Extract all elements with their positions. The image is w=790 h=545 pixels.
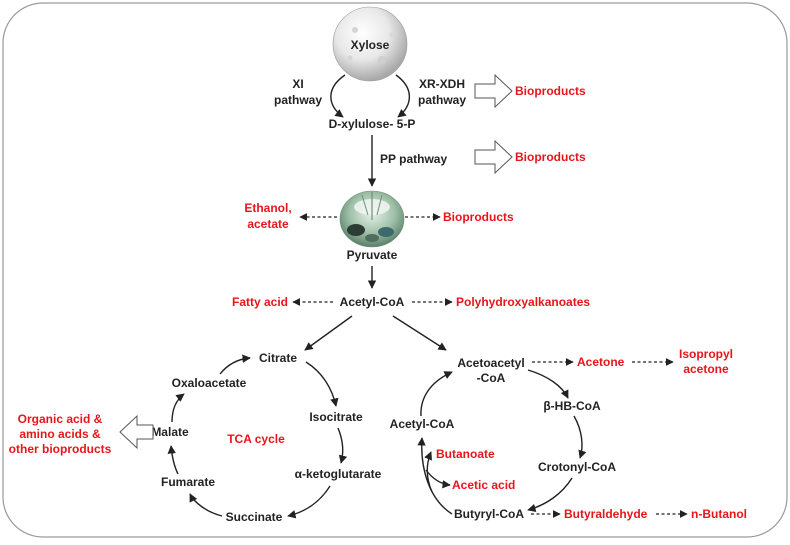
to-acetic-acid-arrow: [425, 469, 451, 489]
hollow-arrow-xr: [474, 73, 513, 109]
isocitrate-to-akg-arrow: [337, 427, 348, 464]
diagram-frame: [2, 2, 788, 538]
xi-pathway-label-1: XI: [292, 77, 303, 91]
alpha-ketoglutarate-label: α-ketoglutarate: [295, 467, 382, 481]
tca-cycle-label: TCA cycle: [227, 432, 285, 446]
succinate-to-fumarate-arrow: [189, 493, 223, 517]
citrate-to-isocitrate-arrow: [305, 361, 339, 407]
acetone-label: Acetone: [577, 355, 625, 369]
organic-acid-label-3: other bioproducts: [9, 442, 112, 456]
isopropyl-label-1: Isopropyl: [679, 347, 733, 361]
organic-acid-label-1: Organic acid &: [18, 412, 103, 426]
organic-acid-label-2: amino acids &: [19, 427, 101, 441]
crotonyl-coa-label: Crotonyl-CoA: [538, 460, 616, 474]
acetyl-coa-2-label: Acetyl-CoA: [390, 417, 455, 431]
pyruvate-label: Pyruvate: [347, 248, 398, 262]
ethanol-label-1: Ethanol,: [244, 201, 291, 215]
malate-to-oxaloacetate-arrow: [171, 393, 185, 423]
akg-to-succinate-arrow: [287, 485, 331, 519]
acetoacetyl-coa-label-2: -CoA: [477, 371, 506, 385]
bioproducts-xr-label: Bioproducts: [515, 84, 586, 98]
isocitrate-label: Isocitrate: [309, 410, 363, 424]
oxaloacetate-label: Oxaloacetate: [172, 376, 247, 390]
ethanol-label-2: acetate: [247, 217, 289, 231]
succinate-label: Succinate: [226, 510, 283, 524]
xi-pathway-arrow: [330, 74, 346, 118]
fumarate-label: Fumarate: [161, 475, 215, 489]
butyryl-coa-label: Butyryl-CoA: [454, 507, 524, 521]
citrate-label: Citrate: [259, 351, 297, 365]
butanoate-label: Butanoate: [436, 447, 495, 461]
microbial-cells-photo-icon: [339, 190, 405, 248]
hollow-arrow-organic: [119, 414, 154, 450]
xylose-label: Xylose: [351, 38, 390, 52]
pp-pathway-label: PP pathway: [380, 152, 447, 166]
xr-xdh-pathway-arrow: [395, 74, 411, 118]
xylulose-label: D-xylulose- 5-P: [329, 117, 416, 131]
acetyl-coa-label: Acetyl-CoA: [340, 295, 405, 309]
acetoacetyl-coa-label-1: Acetoacetyl: [457, 356, 524, 370]
xylose-powder-sphere-icon: [332, 6, 408, 82]
bioproducts-pp-label: Bioproducts: [515, 150, 586, 164]
butyraldehyde-label: Butyraldehyde: [564, 507, 648, 521]
pha-label: Polyhydroxyalkanoates: [456, 295, 590, 309]
oxaloacetate-to-citrate-arrow: [219, 354, 251, 375]
crotonyl-to-butyryl-arrow: [527, 477, 573, 513]
hollow-arrow-pp: [474, 139, 513, 175]
acetyl-coa-to-citrate-arrow: [304, 315, 353, 351]
malate-label: Malate: [151, 425, 189, 439]
bioproducts-pyruvate-label: Bioproducts: [443, 210, 514, 224]
xi-pathway-label-2: pathway: [274, 93, 322, 107]
butyryl-to-acetyl-coa-arrow: [417, 437, 453, 515]
xr-xdh-pathway-label-2: pathway: [418, 93, 466, 107]
beta-hb-coa-label: β-HB-CoA: [543, 399, 601, 413]
acetyl-coa-to-acetoacetyl-arrow: [392, 315, 447, 351]
xr-xdh-pathway-label-1: XR-XDH: [419, 77, 465, 91]
isopropyl-label-2: acetone: [683, 362, 729, 376]
acetoacetyl-to-bhb-arrow: [527, 369, 569, 399]
fatty-acid-label: Fatty acid: [232, 295, 288, 309]
n-butanol-label: n-Butanol: [691, 507, 747, 521]
bhb-to-crotonyl-arrow: [573, 415, 587, 459]
fumarate-to-malate-arrow: [167, 445, 179, 475]
acetyl-coa-to-acetoacetyl-cycle-arrow: [420, 371, 453, 417]
acetic-acid-label: Acetic acid: [452, 478, 515, 492]
